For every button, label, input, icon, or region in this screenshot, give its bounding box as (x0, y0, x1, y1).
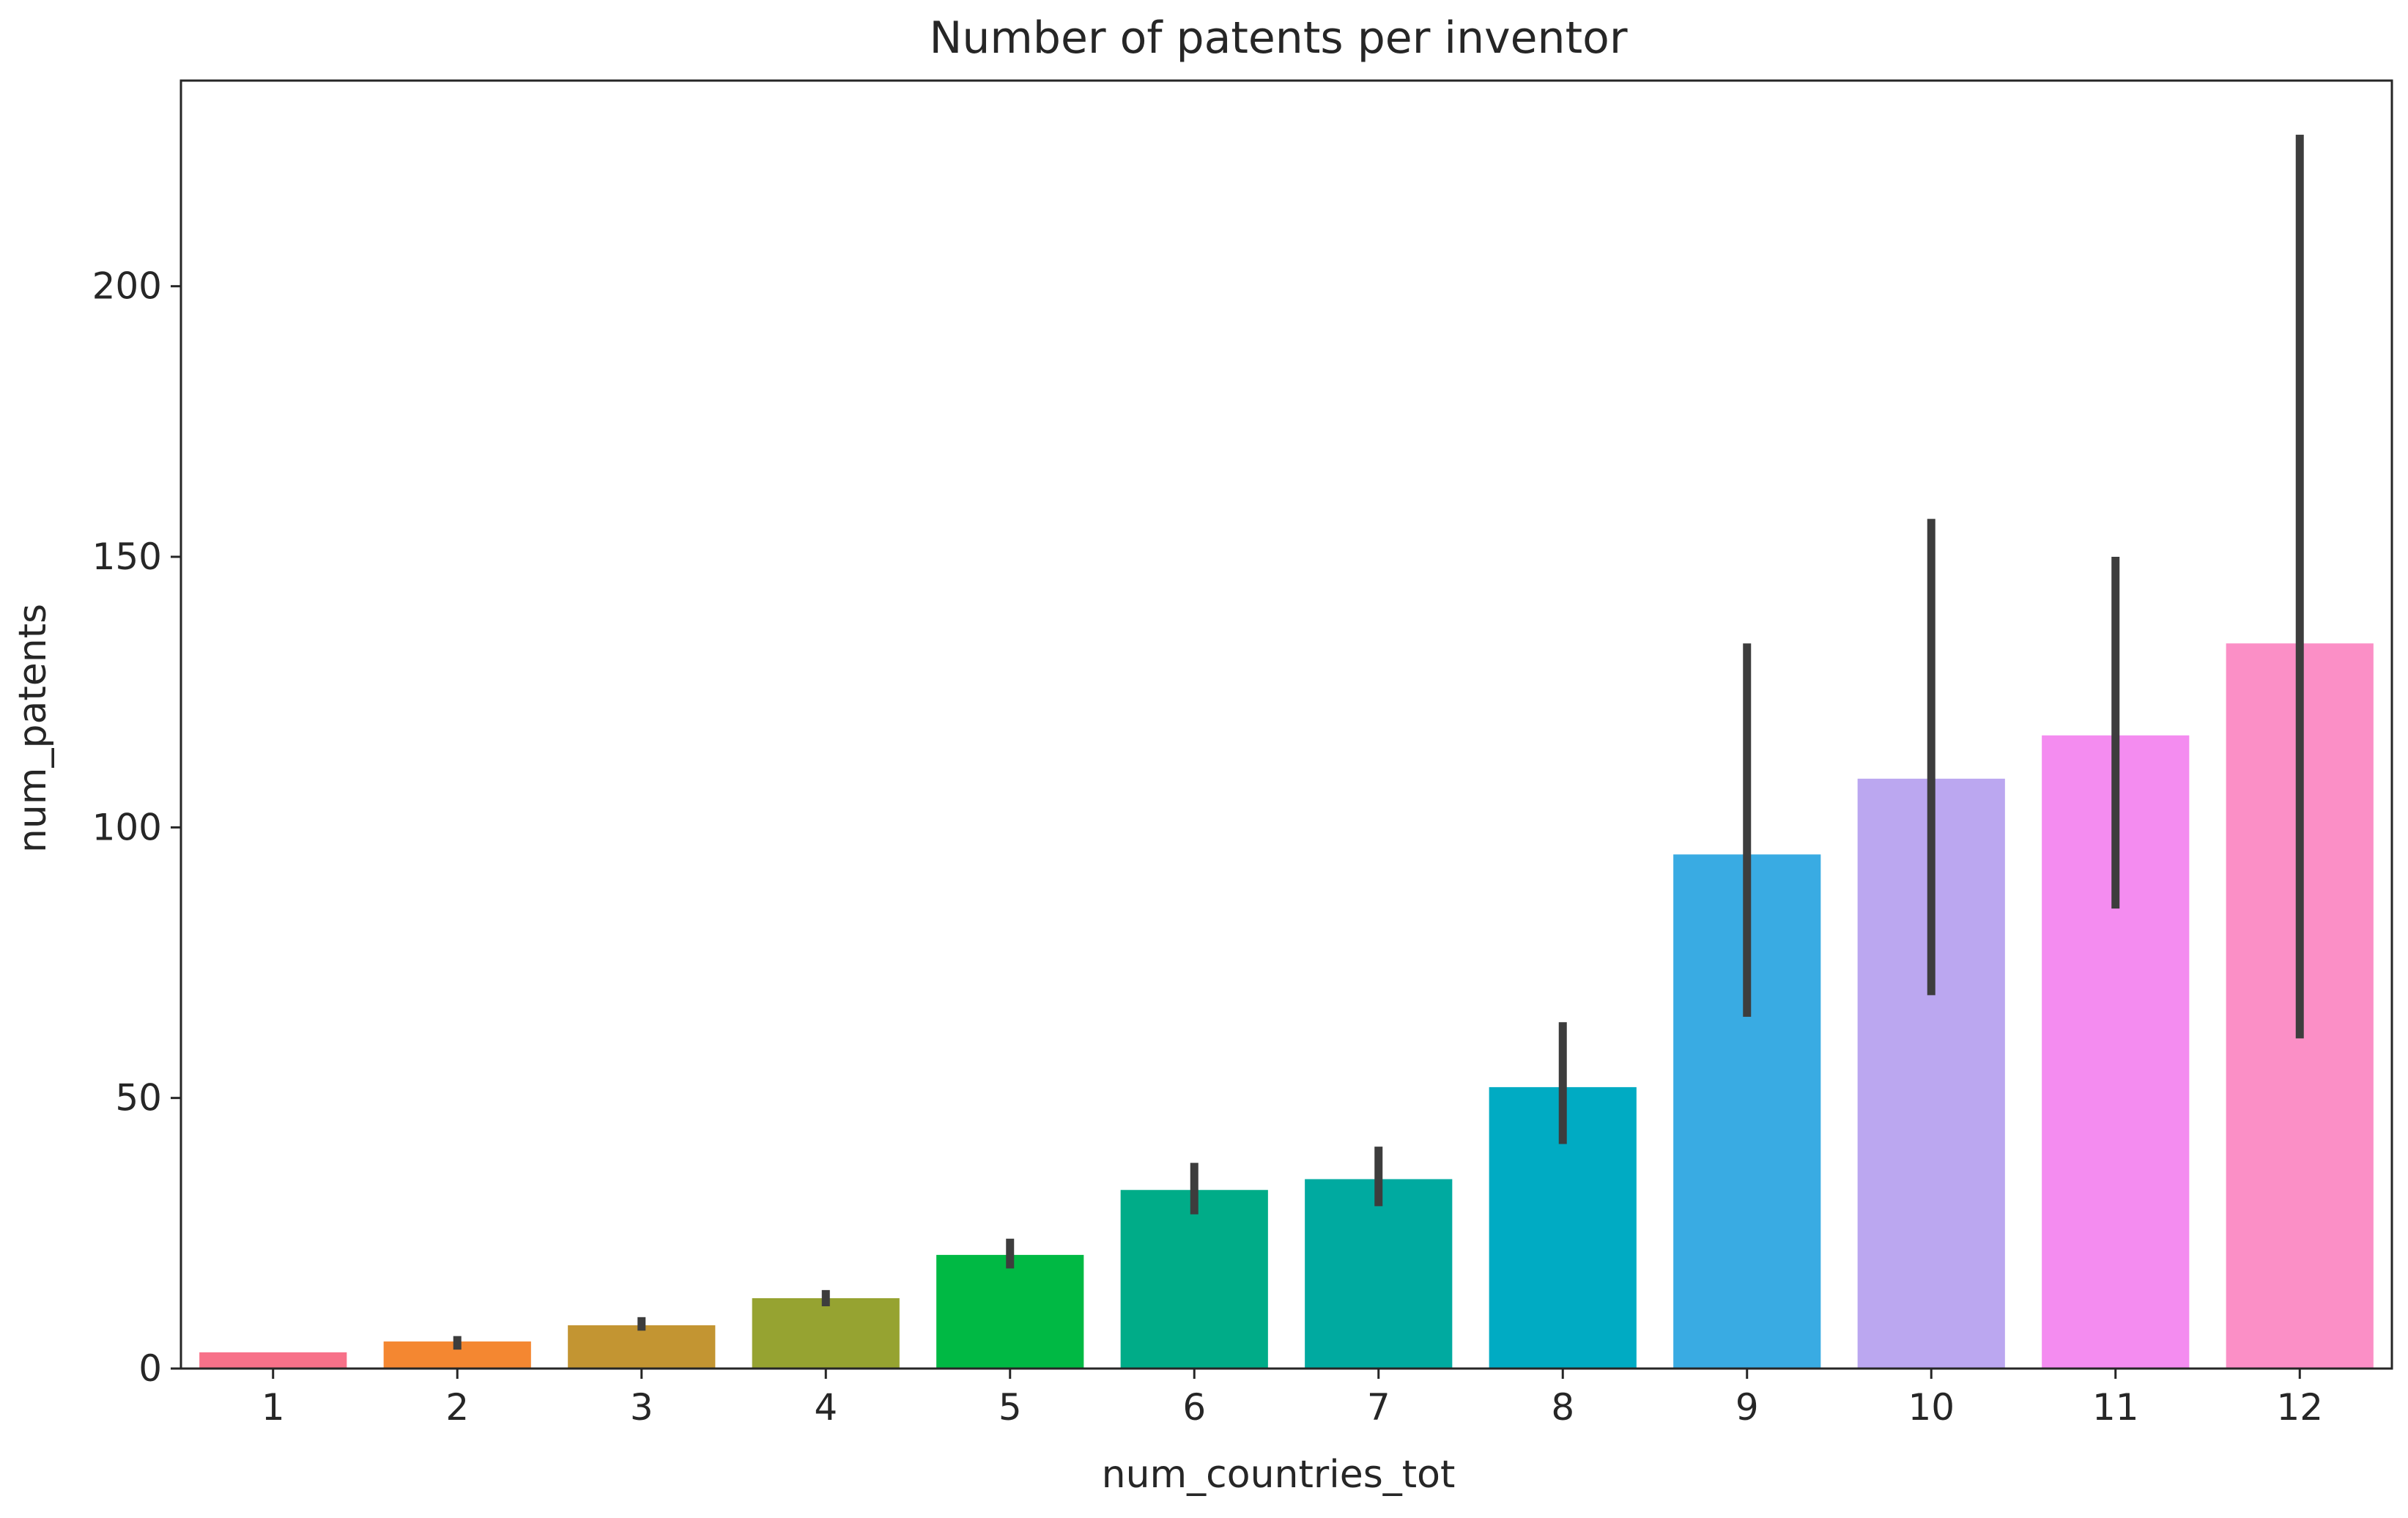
x-axis-label: num_countries_tot (1102, 1453, 1456, 1497)
x-tick-label-11: 11 (2092, 1386, 2139, 1429)
x-tick-label-2: 2 (445, 1386, 469, 1429)
bar-1 (199, 1352, 347, 1369)
bar-4 (752, 1297, 900, 1369)
x-tick-label-6: 6 (1182, 1386, 1206, 1429)
y-tick-label-0: 0 (138, 1347, 162, 1390)
x-tick-label-9: 9 (1735, 1386, 1759, 1429)
x-tick-label-5: 5 (999, 1386, 1022, 1429)
y-tick-label-150: 150 (92, 536, 162, 578)
y-tick-label-50: 50 (115, 1077, 162, 1119)
y-axis-label: num_patents (11, 604, 55, 853)
chart-title: Number of patents per inventor (930, 12, 1628, 64)
x-tick-label-4: 4 (814, 1386, 837, 1429)
y-tick-label-100: 100 (92, 806, 162, 848)
plot-frame (179, 79, 2393, 1370)
x-tick-label-7: 7 (1367, 1386, 1390, 1429)
x-tick-label-8: 8 (1551, 1386, 1574, 1429)
bar-7 (1305, 1179, 1453, 1369)
plot-area (199, 134, 2374, 1369)
x-tick-label-3: 3 (630, 1386, 653, 1429)
bar-6 (1120, 1190, 1268, 1369)
bar-3 (568, 1325, 716, 1369)
x-tick-label-10: 10 (1908, 1386, 1955, 1429)
x-tick-label-12: 12 (2276, 1386, 2323, 1429)
bar-5 (936, 1254, 1084, 1369)
x-tick-label-1: 1 (262, 1386, 285, 1429)
y-tick-label-200: 200 (92, 265, 162, 308)
